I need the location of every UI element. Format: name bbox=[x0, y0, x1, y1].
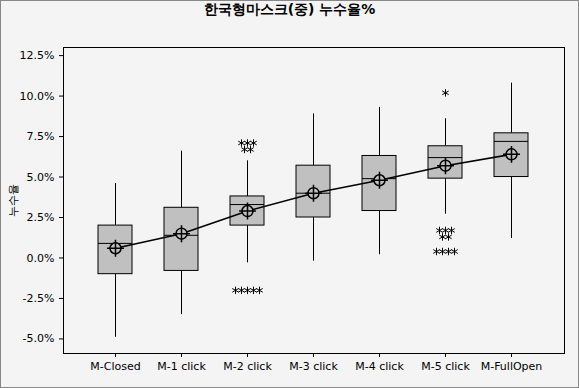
svg-text:누수율: 누수율 bbox=[7, 184, 20, 217]
svg-text:M-5 click: M-5 click bbox=[421, 360, 470, 373]
svg-text:2.5%: 2.5% bbox=[27, 211, 55, 224]
svg-text:7.5%: 7.5% bbox=[27, 130, 55, 143]
svg-text:5.0%: 5.0% bbox=[27, 171, 55, 184]
svg-text:M-Closed: M-Closed bbox=[90, 360, 140, 373]
svg-text:10.0%: 10.0% bbox=[20, 90, 55, 103]
svg-text:12.5%: 12.5% bbox=[20, 49, 55, 62]
svg-text:-5.0%: -5.0% bbox=[23, 332, 55, 345]
svg-text:0.0%: 0.0% bbox=[27, 251, 55, 264]
html-text:한국형마스크(중) 누수율%: 한국형마스크(중) 누수율% bbox=[203, 1, 376, 17]
svg-text:M-4 click: M-4 click bbox=[355, 360, 404, 373]
svg-text:M-FullOpen: M-FullOpen bbox=[481, 360, 543, 373]
svg-text:-2.5%: -2.5% bbox=[23, 292, 55, 305]
svg-text:M-3 click: M-3 click bbox=[289, 360, 338, 373]
svg-text:M-2 click: M-2 click bbox=[223, 360, 272, 373]
svg-text:M-1 click: M-1 click bbox=[157, 360, 206, 373]
